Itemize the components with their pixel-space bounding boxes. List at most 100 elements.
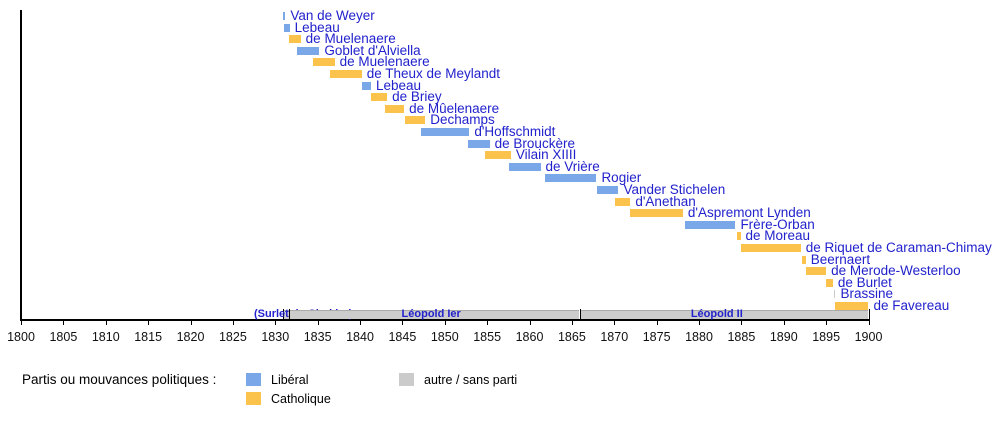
reign-segment <box>282 310 289 319</box>
minister-label: d'Anethan <box>635 193 696 209</box>
axis-tick-label: 1850 <box>430 330 459 344</box>
minister-label: de Vrière <box>545 158 600 174</box>
minister-label: de Moreau <box>745 228 811 244</box>
minister-bar <box>313 58 335 67</box>
minister-bar <box>597 186 619 194</box>
axis-tick <box>402 320 404 325</box>
axis-tick <box>826 320 828 325</box>
axis-tick-label: 1865 <box>557 330 586 344</box>
minister-bar <box>385 104 405 113</box>
minister-label: de Burlet <box>837 274 892 290</box>
minister-label: de Muelenaere <box>339 54 430 70</box>
axis-tick-label: 1845 <box>388 330 417 344</box>
minister-bar <box>826 278 833 287</box>
minister-bar <box>361 81 371 90</box>
axis-tick <box>317 320 319 325</box>
legend-swatch-autre <box>399 373 414 386</box>
minister-bar <box>288 35 301 44</box>
legend-label-catholique: Catholique <box>271 392 331 406</box>
axis-tick-label: 1880 <box>685 330 713 344</box>
axis-tick <box>444 320 446 325</box>
axis-tick-label: 1895 <box>812 330 841 344</box>
axis-tick <box>699 320 700 325</box>
minister-bar <box>615 197 631 206</box>
axis-tick-label: 1830 <box>261 330 290 344</box>
minister-label: d'Aspremont Lynden <box>687 205 811 221</box>
reign-label: Léopold Ier <box>401 308 461 320</box>
axis-tick <box>783 320 785 325</box>
axis-tick <box>360 320 361 325</box>
minister-label: Van de Weyer <box>290 8 375 23</box>
minister-bar <box>685 220 736 229</box>
axis-tick <box>21 320 22 325</box>
x-axis-line <box>20 319 870 321</box>
minister-bar <box>467 139 490 148</box>
axis-tick-label: 1805 <box>49 330 78 344</box>
axis-tick <box>571 320 573 325</box>
axis-tick <box>529 320 531 325</box>
axis-tick <box>741 320 743 325</box>
minister-label: d'Hoffschmidt <box>474 124 556 139</box>
minister-label: Lebeau <box>376 77 422 93</box>
minister-label: Brassine <box>840 286 893 302</box>
minister-label: de Brouckère <box>494 135 575 151</box>
axis-tick-label: 1855 <box>473 330 502 344</box>
axis-tick <box>105 320 107 325</box>
reign-divider <box>579 309 581 320</box>
minister-label: de Merode-Westerloo <box>831 263 961 279</box>
minister-bar <box>544 174 597 183</box>
axis-tick-label: 1800 <box>7 330 35 344</box>
axis-tick-label: 1835 <box>303 330 332 344</box>
minister-bar <box>330 70 362 78</box>
minister-label: de Riquet de Caraman-Chimay <box>805 240 992 255</box>
axis-tick <box>487 320 489 325</box>
minister-label: de Muelenaere <box>305 31 396 47</box>
minister-bar <box>740 244 801 252</box>
reign-divider <box>868 309 870 322</box>
legend-label-liberal: Libéral <box>271 373 309 387</box>
minister-label: Vilain XIIII <box>515 147 577 163</box>
axis-tick-label: 1870 <box>600 330 629 344</box>
axis-tick-label: 1875 <box>642 330 671 344</box>
axis-tick-label: 1815 <box>134 330 163 344</box>
minister-label: Lebeau <box>294 19 340 35</box>
axis-tick <box>656 320 658 325</box>
legend-label-autre: autre / sans parti <box>424 373 518 387</box>
minister-label: de Favereau <box>873 298 950 313</box>
axis-tick-label: 1860 <box>515 330 544 344</box>
minister-label: Dechamps <box>430 112 495 128</box>
minister-bar <box>801 255 806 264</box>
minister-bar <box>805 267 827 276</box>
minister-label: Vander Stichelen <box>623 182 726 197</box>
axis-tick <box>190 320 192 325</box>
axis-tick-label: 1820 <box>176 330 205 344</box>
axis-tick <box>232 320 234 325</box>
minister-bar <box>509 162 541 171</box>
legend: Partis ou mouvances politiques : Libéral… <box>0 362 1000 422</box>
minister-bar <box>297 46 320 55</box>
axis-tick-label: 1890 <box>769 330 798 344</box>
reign-divider <box>288 309 290 320</box>
y-axis-line <box>20 10 22 320</box>
minister-bar <box>737 232 741 241</box>
minister-label: Frère-Orban <box>740 216 815 232</box>
reign-segment <box>579 310 869 319</box>
axis-tick <box>63 320 65 325</box>
axis-tick-label: 1810 <box>91 330 120 344</box>
minister-bar <box>404 116 426 125</box>
minister-label: Goblet d'Alviella <box>324 42 421 58</box>
minister-bar <box>485 151 511 160</box>
axis-tick-label: 1840 <box>346 330 374 344</box>
axis-tick-label: 1825 <box>218 330 247 344</box>
axis-tick-label: 1885 <box>727 330 756 344</box>
minister-bar <box>282 12 286 20</box>
minister-bar <box>421 128 470 136</box>
axis-tick <box>275 320 277 325</box>
minister-label: Rogier <box>601 170 642 186</box>
minister-bar <box>835 302 869 310</box>
legend-swatch-catholique <box>246 392 261 405</box>
legend-swatch-liberal <box>246 373 261 386</box>
minister-bar <box>371 93 388 102</box>
axis-tick-label: 1900 <box>854 330 883 344</box>
reign-label: Léopold II <box>690 308 743 320</box>
